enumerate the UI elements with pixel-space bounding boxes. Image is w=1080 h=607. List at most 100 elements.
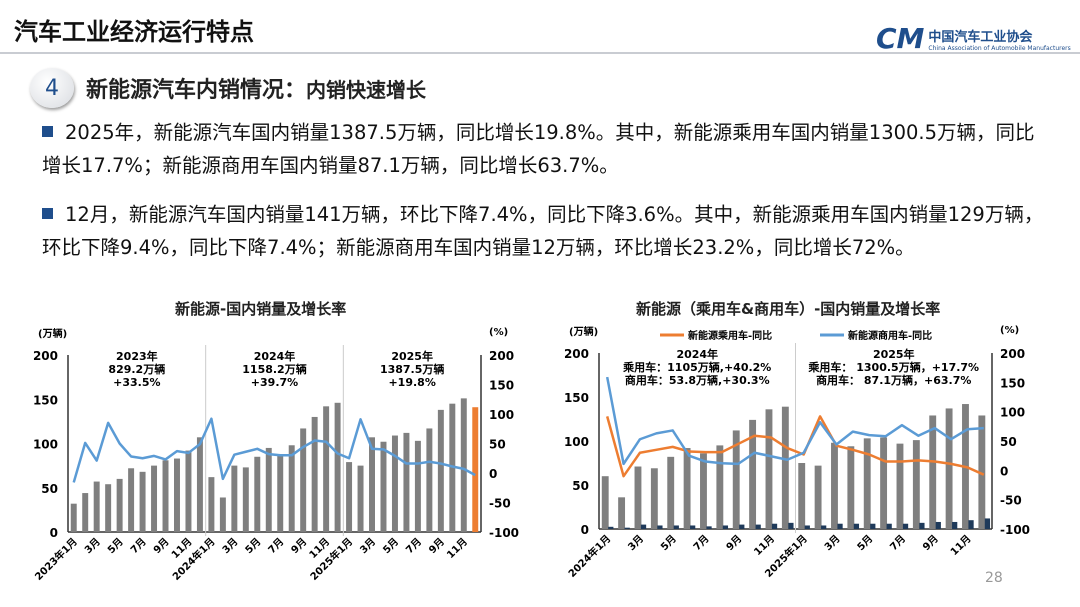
bar [781,406,789,529]
header-divider [0,52,1080,54]
y-axis-unit: (万辆) [38,327,67,340]
bar [978,415,986,529]
section-subtitle: 内销快速增长 [306,77,427,102]
bar [853,523,860,529]
y-tick-label: 200 [33,349,58,363]
y2-tick-label: -100 [1000,523,1030,537]
bar [798,463,806,529]
bar [863,438,871,529]
bar [771,523,778,529]
bar [116,478,123,532]
x-tick-label: 9月 [426,536,446,556]
x-tick-label: 5月 [855,533,875,553]
y2-axis-unit: (%) [489,327,508,338]
y2-tick-label: 200 [1000,347,1025,361]
y2-tick-label: -50 [489,497,511,511]
bar [739,524,745,529]
bar [716,445,724,529]
chart2-title: 新能源（乘用车&商用车）-国内销量及增长率 [636,300,941,318]
logo-cn: 中国汽车工业协会 [928,29,1033,45]
x-tick-label: 9月 [724,533,744,553]
bar [831,442,838,529]
bar [929,415,937,529]
x-tick-label: 2023年1月 [32,535,80,583]
x-tick-label: 11月 [752,533,777,558]
bar [880,437,888,529]
x-tick-label: 5月 [658,533,678,553]
bar [472,407,479,532]
y2-tick-label: -100 [489,526,519,540]
bar [837,523,843,529]
bar [151,465,158,532]
bullet-december: 12月，新能源汽车国内销量141万辆，环比下降7.4%，同比下降3.6%。其中，… [42,198,1052,264]
bar [128,468,135,532]
bar [288,445,295,532]
y-tick-label: 0 [581,523,589,537]
bar [640,524,647,529]
annotation-year: 2024年 [676,347,718,361]
x-tick-label: 7月 [691,533,711,553]
bar [935,521,941,529]
x-tick-label: 11月 [445,536,470,561]
bar [334,402,341,532]
y2-tick-label: 150 [1000,376,1025,390]
bar [814,465,822,529]
x-tick-label: 3月 [626,533,646,553]
bar [601,476,609,529]
y2-tick-label: 50 [1000,435,1017,449]
caam-logo: CM 中国汽车工业协会 China Association of Automob… [876,22,1071,55]
section-title: 新能源汽车内销情况： [86,78,307,103]
annotation-line: 829.2万辆 [108,362,165,376]
annotation-line: +33.5% [113,376,160,389]
bar [847,446,855,529]
bar [449,403,456,532]
bullet-text: 12月，新能源汽车国内销量141万辆，环比下降7.4%，同比下降3.6%。其中，… [42,203,1044,259]
bar [657,525,663,529]
bar [380,441,387,532]
bar [357,465,364,532]
x-tick-label: 7月 [888,533,908,553]
legend-label: 新能源乘用车-同比 [688,329,772,342]
bar [755,524,761,529]
bar [700,453,707,529]
logo-mark: CM [876,22,925,55]
annotation-line: 1387.5万辆 [380,362,444,376]
x-tick-label: 5月 [243,536,263,556]
y-tick-label: 0 [50,526,58,540]
bar [896,443,904,529]
bar [608,526,614,529]
bar [277,455,284,532]
y-tick-label: 200 [564,347,589,361]
y2-tick-label: 100 [1000,406,1025,420]
bar [208,477,215,532]
x-tick-label: 9月 [920,533,940,553]
bullet-text: 2025年，新能源汽车国内销量1387.5万辆，同比增长19.8%。其中，新能源… [42,121,1035,177]
y-tick-label: 100 [564,435,589,449]
bar [300,428,307,532]
chart1-title: 新能源-国内销量及增长率 [175,300,347,318]
bar [426,428,433,532]
x-tick-label: 2024年1月 [565,532,613,580]
annotation-line: 乘用车： 1300.5万辆，+17.7% [807,360,979,374]
bar [952,521,958,529]
bar [196,437,203,532]
x-tick-label: 5月 [105,536,125,556]
bar [437,409,444,532]
bar [391,435,398,532]
y-tick-label: 150 [564,391,589,405]
annotation-line: +39.7% [251,376,298,389]
bar [70,503,77,532]
y-tick-label: 100 [33,438,58,452]
bullet-icon [42,126,53,137]
bar [683,448,691,529]
bar [618,497,626,529]
bar [870,523,876,529]
bar [346,462,353,532]
annotation-year: 2024年 [254,349,296,363]
bar [690,525,696,529]
yoy-line [605,415,985,478]
bar [902,523,909,529]
section-heading: 4 新能源汽车内销情况： 内销快速增长 [30,68,426,108]
bar [624,527,630,529]
